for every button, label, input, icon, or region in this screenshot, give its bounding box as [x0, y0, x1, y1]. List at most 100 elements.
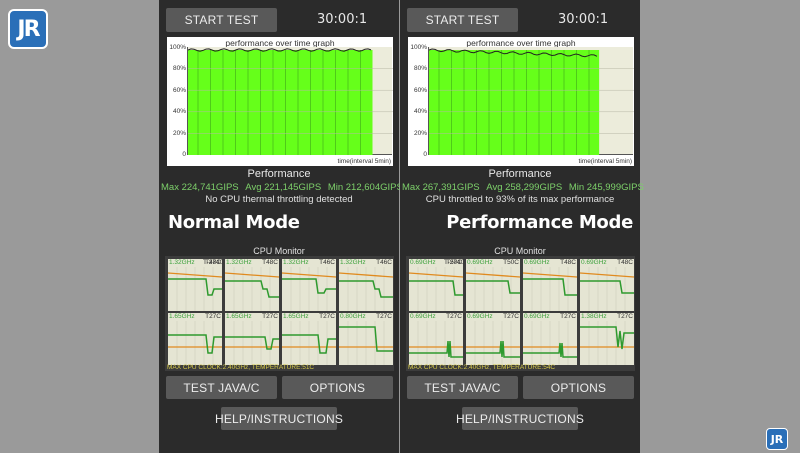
- cpu-core-graph: 1.32GHz T48C: [225, 259, 279, 311]
- cpu-core-graph: 0.69GHz T48C: [580, 259, 634, 311]
- avg-gips: Avg 258,299GIPS: [486, 182, 562, 193]
- core-frequency: 1.38GHz: [581, 313, 607, 320]
- test-timer: 30:00:1: [317, 12, 367, 27]
- core-temperature: T27C: [446, 313, 462, 320]
- core-frequency: 1.65GHz: [226, 313, 252, 320]
- start-test-button[interactable]: START TEST: [407, 8, 518, 32]
- performance-mode-panel: START TEST 30:00:1 performance over time…: [400, 0, 640, 453]
- core-trace: [282, 259, 336, 311]
- core-extra-temp: T-274000C: [444, 259, 463, 266]
- test-java-c-button[interactable]: TEST JAVA/C: [166, 376, 277, 399]
- cpu-core-graph: 0.80GHz T27C: [339, 313, 393, 365]
- cpu-footer: MAX CPU CLOCK:2.40GHz, TEMPERATURE:51C: [167, 364, 314, 371]
- performance-fill: [188, 47, 393, 155]
- throttling-note: CPU throttled to 93% of its max performa…: [400, 194, 640, 205]
- core-frequency: 0.69GHz: [410, 313, 436, 320]
- core-trace: [225, 259, 279, 311]
- cpu-core-graph: 1.65GHz T27C: [282, 313, 336, 365]
- core-trace: [409, 313, 463, 365]
- help-instructions-button[interactable]: HELP/INSTRUCTIONS: [462, 407, 578, 430]
- options-button[interactable]: OPTIONS: [523, 376, 634, 399]
- core-frequency: 1.32GHz: [283, 259, 309, 266]
- core-frequency: 1.32GHz: [169, 259, 195, 266]
- performance-fill: [429, 47, 634, 155]
- core-frequency: 1.65GHz: [169, 313, 195, 320]
- cpu-monitor: 0.69GHzT50CT-274000C0.69GHzT50C0.69GHzT4…: [406, 256, 635, 371]
- y-tick: 100%: [167, 44, 186, 51]
- cpu-core-graph: 0.69GHzT50CT-274000C: [409, 259, 463, 311]
- y-tick: 100%: [408, 44, 427, 51]
- core-trace: [168, 259, 222, 311]
- mode-caption: Performance Mode: [446, 212, 633, 233]
- core-frequency: 0.69GHz: [524, 313, 550, 320]
- cpu-core-graph: 1.65GHz T27C: [225, 313, 279, 365]
- cpu-core-graph: 0.69GHz T27C: [523, 313, 577, 365]
- core-trace: [523, 259, 577, 311]
- x-axis-label: time(interval 5min): [579, 158, 632, 165]
- cpu-core-graph: 0.69GHz T27C: [466, 313, 520, 365]
- core-frequency: 0.69GHz: [467, 313, 493, 320]
- core-temperature: T46C: [376, 259, 392, 266]
- core-trace: [339, 313, 393, 365]
- core-frequency: 1.65GHz: [283, 313, 309, 320]
- core-trace: [168, 313, 222, 365]
- graph-plot-area: [428, 47, 633, 155]
- y-tick: 40%: [167, 108, 186, 115]
- cpu-core-graph: 0.69GHz T27C: [409, 313, 463, 365]
- core-frequency: 0.80GHz: [340, 313, 366, 320]
- core-temperature: T27C: [617, 313, 633, 320]
- test-java-c-button[interactable]: TEST JAVA/C: [407, 376, 518, 399]
- graph-plot-area: [187, 47, 392, 155]
- performance-graph: performance over time graph 100% 80% 60%…: [408, 37, 634, 166]
- core-temperature: T48C: [262, 259, 278, 266]
- y-tick: 40%: [408, 108, 427, 115]
- cpu-monitor: 1.32GHzT48CT-274000C1.32GHzT48C1.32GHzT4…: [165, 256, 394, 371]
- core-temperature: T48C: [560, 259, 576, 266]
- y-tick: 0: [408, 151, 427, 158]
- cpu-core-graph: 1.32GHzT48CT-274000C: [168, 259, 222, 311]
- core-frequency: 0.69GHz: [410, 259, 436, 266]
- core-temperature: T27C: [205, 313, 221, 320]
- core-trace: [466, 259, 520, 311]
- core-frequency: 0.69GHz: [581, 259, 607, 266]
- performance-title: Performance: [159, 168, 399, 180]
- max-gips: Max 267,391GIPS: [402, 182, 480, 193]
- core-frequency: 0.69GHz: [467, 259, 493, 266]
- cpu-monitor-title: CPU Monitor: [159, 246, 399, 256]
- core-trace: [282, 313, 336, 365]
- core-trace: [466, 313, 520, 365]
- y-tick: 0: [167, 151, 186, 158]
- core-temperature: T27C: [503, 313, 519, 320]
- min-gips: Min 212,604GIPS: [328, 182, 403, 193]
- performance-area: [188, 50, 373, 155]
- core-trace: [409, 259, 463, 311]
- cpu-core-graph: 1.32GHz T46C: [339, 259, 393, 311]
- performance-title: Performance: [400, 168, 640, 180]
- core-temperature: T27C: [262, 313, 278, 320]
- core-temperature: T50C: [503, 259, 519, 266]
- cpu-core-graph: 0.69GHz T48C: [523, 259, 577, 311]
- x-axis-label: time(interval 5min): [338, 158, 391, 165]
- help-instructions-button[interactable]: HELP/INSTRUCTIONS: [221, 407, 337, 430]
- cpu-monitor-title: CPU Monitor: [400, 246, 640, 256]
- min-gips: Min 245,999GIPS: [569, 182, 644, 193]
- core-trace: [523, 313, 577, 365]
- y-tick: 80%: [408, 65, 427, 72]
- core-frequency: 0.69GHz: [524, 259, 550, 266]
- performance-stats: Max 224,741GIPS Avg 221,145GIPS Min 212,…: [159, 182, 399, 193]
- y-tick: 80%: [167, 65, 186, 72]
- cpu-footer: MAX CPU CLOCK:2.40GHz, TEMPERATURE:54C: [408, 364, 555, 371]
- options-button[interactable]: OPTIONS: [282, 376, 393, 399]
- avg-gips: Avg 221,145GIPS: [245, 182, 321, 193]
- core-temperature: T46C: [319, 259, 335, 266]
- performance-stats: Max 267,391GIPS Avg 258,299GIPS Min 245,…: [400, 182, 640, 193]
- jr-logo: JR: [8, 9, 48, 49]
- cpu-core-graph: 1.38GHz T27C: [580, 313, 634, 365]
- core-temperature: T27C: [319, 313, 335, 320]
- y-tick: 60%: [167, 87, 186, 94]
- test-timer: 30:00:1: [558, 12, 608, 27]
- cpu-core-graph: 0.69GHz T50C: [466, 259, 520, 311]
- max-gips: Max 224,741GIPS: [161, 182, 239, 193]
- start-test-button[interactable]: START TEST: [166, 8, 277, 32]
- core-temperature: T48C: [617, 259, 633, 266]
